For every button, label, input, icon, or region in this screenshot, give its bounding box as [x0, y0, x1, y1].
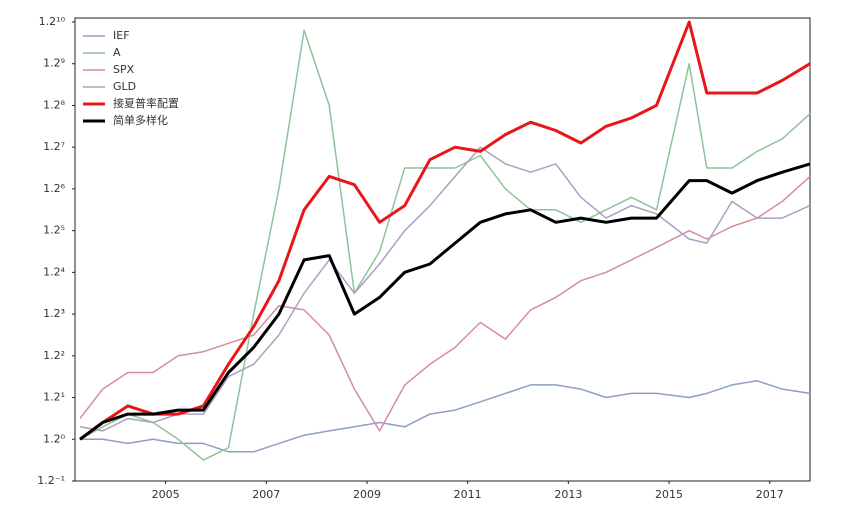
- y-tick-label: 1.2¹: [43, 391, 65, 404]
- legend-label: 简单多样化: [113, 113, 168, 127]
- legend-label: A: [113, 46, 121, 59]
- y-tick-label: 1.2⁹: [43, 57, 65, 70]
- series-line: [80, 380, 811, 453]
- y-tick-label: 1.2¹⁰: [39, 15, 66, 28]
- y-tick-label: 1.2⁵: [43, 224, 65, 237]
- series-line: [79, 20, 811, 441]
- y-tick-label: 1.2⁸: [43, 98, 65, 111]
- y-tick-label: 1.2⁴: [43, 265, 65, 278]
- y-tick-label: 1.2²: [43, 349, 65, 362]
- y-tick-label: 1.2⁰: [43, 432, 65, 445]
- x-tick-label: 2007: [252, 488, 280, 501]
- plot-frame: [74, 17, 811, 482]
- series-line: [79, 146, 811, 432]
- y-tick-label: 1.2⁶: [43, 182, 65, 195]
- x-tick-label: 2013: [554, 488, 582, 501]
- legend-label: 接夏普率配置: [113, 96, 179, 110]
- series-line: [79, 29, 811, 461]
- y-tick-label: 1.2³: [43, 307, 65, 320]
- x-tick-label: 2005: [152, 488, 180, 501]
- x-tick-label: 2011: [454, 488, 482, 501]
- series-line: [79, 175, 811, 432]
- y-tick-label: 1.2⁷: [43, 140, 65, 153]
- x-tick-label: 2015: [655, 488, 683, 501]
- y-tick-label: 1.2⁻¹: [37, 474, 65, 487]
- x-tick-label: 2009: [353, 488, 381, 501]
- legend-label: SPX: [113, 63, 135, 76]
- series-line: [79, 162, 811, 441]
- legend-label: IEF: [113, 29, 130, 42]
- x-tick-label: 2017: [756, 488, 784, 501]
- legend-label: GLD: [113, 80, 136, 93]
